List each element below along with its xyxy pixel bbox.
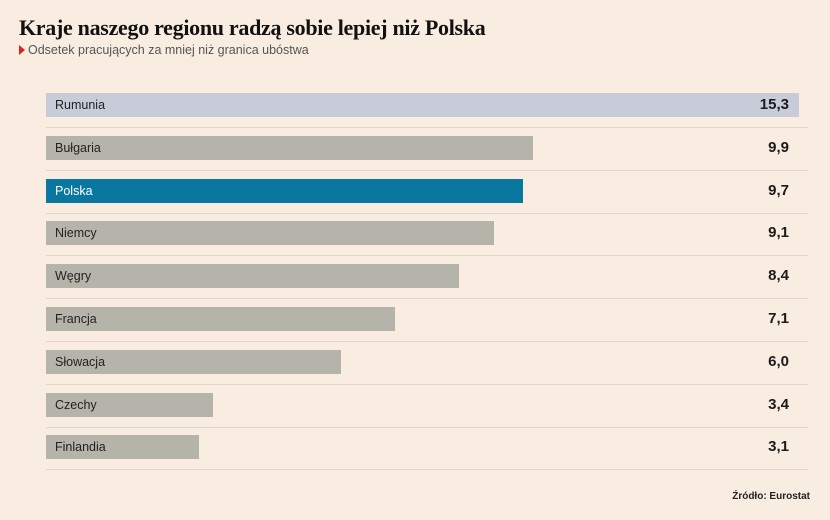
value-label: 9,9 — [768, 138, 789, 156]
row-divider — [46, 383, 808, 385]
bar-row: Francja 7,1 — [46, 300, 808, 342]
triangle-marker-icon — [19, 45, 25, 55]
value-label: 8,4 — [768, 267, 789, 285]
row-divider — [46, 255, 808, 257]
bar-row: Niemcy 9,1 — [46, 214, 808, 257]
value-label: 15,3 — [759, 96, 789, 113]
bar — [46, 264, 460, 289]
row-divider — [46, 426, 808, 428]
bar — [46, 221, 494, 246]
bar — [46, 349, 342, 374]
bar-row: Bułgaria 9,9 — [46, 129, 808, 171]
bar — [46, 435, 199, 460]
source-note: Źródło: Eurostat — [732, 491, 810, 502]
bar-row: Węgry 8,4 — [46, 257, 808, 300]
value-label: 3,4 — [768, 395, 789, 413]
bar-row: Słowacja 6,0 — [46, 343, 808, 385]
category-label: Słowacja — [55, 354, 106, 369]
category-label: Francja — [55, 312, 97, 326]
value-label: 3,1 — [768, 438, 789, 456]
category-label: Czechy — [55, 397, 97, 412]
category-label: Niemcy — [55, 226, 97, 241]
category-label: Finlandia — [55, 440, 106, 455]
category-label: Polska — [55, 183, 93, 198]
bar — [46, 93, 799, 117]
bar — [46, 307, 396, 331]
category-label: Węgry — [55, 269, 92, 284]
row-divider — [46, 298, 808, 300]
row-divider — [46, 212, 808, 214]
value-label: 9,7 — [768, 181, 789, 199]
chart-subtitle-text: Odsetek pracujących za mniej niż granica… — [28, 43, 309, 57]
bar — [46, 392, 214, 417]
bar — [46, 135, 534, 160]
value-label: 7,1 — [768, 310, 789, 327]
bar — [46, 178, 524, 203]
row-divider — [46, 169, 808, 171]
value-label: 6,0 — [768, 352, 789, 370]
bar-row: Rumunia 15,3 — [46, 86, 808, 128]
value-label: 9,1 — [768, 224, 789, 242]
category-label: Rumunia — [55, 98, 106, 112]
row-divider — [46, 341, 808, 342]
bar-row: Polska 9,7 — [46, 172, 808, 214]
category-label: Bułgaria — [55, 140, 101, 155]
chart-subtitle: Odsetek pracujących za mniej niż granica… — [19, 43, 309, 57]
bar-row: Finlandia 3,1 — [46, 428, 808, 471]
bar-row: Czechy 3,4 — [46, 386, 808, 428]
row-divider — [46, 127, 808, 128]
chart-title: Kraje naszego regionu radzą sobie lepiej… — [19, 15, 486, 40]
row-divider — [46, 469, 808, 471]
